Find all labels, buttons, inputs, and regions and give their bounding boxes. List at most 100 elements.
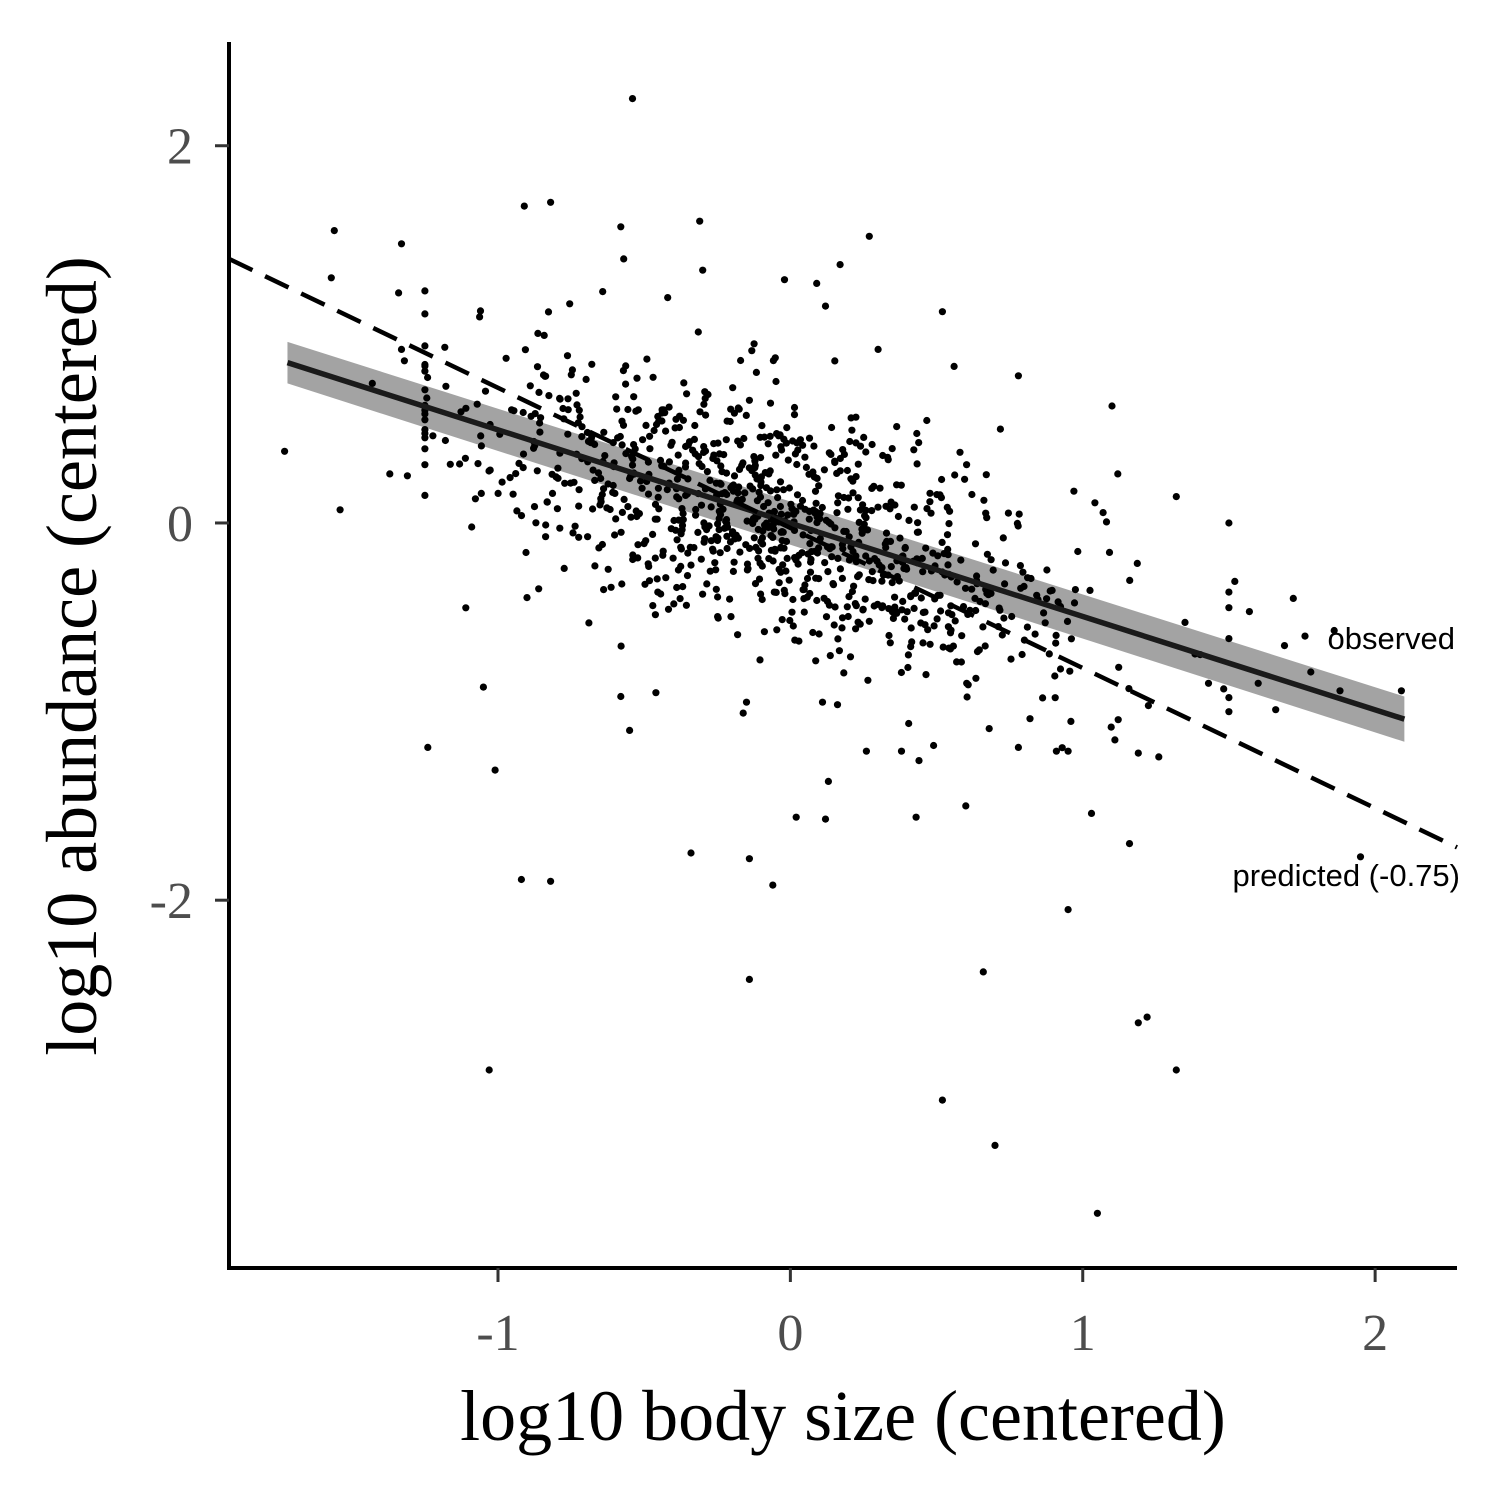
- data-point: [421, 386, 429, 394]
- data-point: [423, 394, 431, 402]
- data-point: [691, 421, 699, 430]
- data-point: [541, 372, 549, 380]
- data-point: [658, 406, 666, 414]
- data-point: [624, 405, 632, 414]
- data-point: [400, 357, 408, 365]
- data-point: [968, 490, 976, 499]
- data-point: [727, 484, 735, 492]
- data-point: [789, 622, 797, 630]
- data-point: [645, 577, 654, 585]
- data-point: [836, 261, 844, 269]
- data-point: [675, 516, 683, 524]
- data-point: [818, 698, 827, 706]
- data-point: [670, 600, 678, 608]
- data-point: [327, 274, 335, 282]
- data-point: [519, 450, 528, 458]
- data-point: [1115, 663, 1123, 671]
- data-point: [703, 580, 711, 588]
- data-point: [1220, 685, 1228, 693]
- data-point: [751, 461, 759, 469]
- data-point: [703, 468, 712, 476]
- data-point: [517, 875, 526, 884]
- data-point: [532, 519, 540, 527]
- data-point: [707, 503, 715, 511]
- data-point: [758, 595, 766, 604]
- predicted-line-label: predicted (-0.75): [1233, 858, 1460, 893]
- data-point: [1225, 588, 1233, 596]
- data-point: [827, 520, 835, 528]
- data-point: [843, 603, 851, 611]
- data-point: [870, 602, 878, 610]
- data-point: [1041, 619, 1049, 627]
- data-point: [477, 432, 485, 440]
- data-point: [477, 442, 485, 450]
- data-point: [903, 565, 911, 573]
- data-point: [421, 367, 429, 375]
- data-point: [1067, 717, 1075, 726]
- data-point: [682, 459, 690, 467]
- data-point: [851, 600, 859, 608]
- data-point: [972, 674, 980, 682]
- data-point: [611, 531, 619, 539]
- data-point: [783, 424, 791, 432]
- data-point: [600, 586, 608, 594]
- data-point: [704, 390, 712, 399]
- data-point: [530, 503, 539, 511]
- data-point: [789, 437, 797, 445]
- data-point: [849, 547, 857, 556]
- data-point: [618, 508, 627, 516]
- data-point: [692, 511, 700, 519]
- data-point: [726, 538, 735, 546]
- data-point: [575, 486, 583, 494]
- data-point: [649, 530, 657, 539]
- data-point: [421, 491, 429, 499]
- data-point: [556, 524, 564, 532]
- data-point: [782, 537, 791, 546]
- data-point: [1052, 631, 1060, 640]
- data-point: [599, 288, 607, 296]
- data-point: [860, 433, 868, 441]
- data-point: [1307, 668, 1315, 676]
- data-point: [654, 484, 663, 492]
- data-point: [461, 454, 469, 462]
- data-point: [812, 499, 820, 507]
- data-point: [617, 223, 625, 231]
- data-point: [756, 559, 764, 567]
- data-point: [1272, 706, 1280, 714]
- data-point: [683, 390, 691, 398]
- data-point: [671, 424, 679, 432]
- data-point: [421, 461, 429, 469]
- data-point: [962, 802, 970, 810]
- data-point: [757, 473, 766, 481]
- data-point: [1001, 580, 1009, 588]
- data-point: [702, 411, 710, 419]
- data-point: [980, 496, 988, 504]
- data-point: [1397, 687, 1405, 695]
- data-point: [918, 554, 926, 563]
- data-point: [998, 631, 1006, 639]
- data-point: [336, 506, 344, 514]
- data-point: [575, 502, 583, 510]
- observed-line-label: observed: [1327, 621, 1455, 656]
- data-point: [1280, 642, 1289, 650]
- data-point: [712, 566, 720, 574]
- data-point: [829, 581, 838, 589]
- data-point: [734, 404, 742, 412]
- data-point: [982, 471, 990, 479]
- data-point: [587, 439, 595, 447]
- data-point: [766, 432, 774, 440]
- data-point: [915, 757, 923, 765]
- data-point: [646, 432, 654, 440]
- data-point: [1014, 743, 1023, 752]
- data-point: [521, 346, 530, 354]
- data-point: [462, 604, 470, 612]
- data-point: [944, 561, 952, 569]
- data-point: [802, 463, 811, 471]
- data-point: [613, 405, 621, 413]
- data-point: [712, 585, 720, 593]
- data-point: [629, 455, 637, 463]
- data-point: [804, 550, 812, 558]
- data-point: [793, 491, 802, 499]
- data-point: [679, 509, 687, 518]
- data-point: [679, 416, 688, 424]
